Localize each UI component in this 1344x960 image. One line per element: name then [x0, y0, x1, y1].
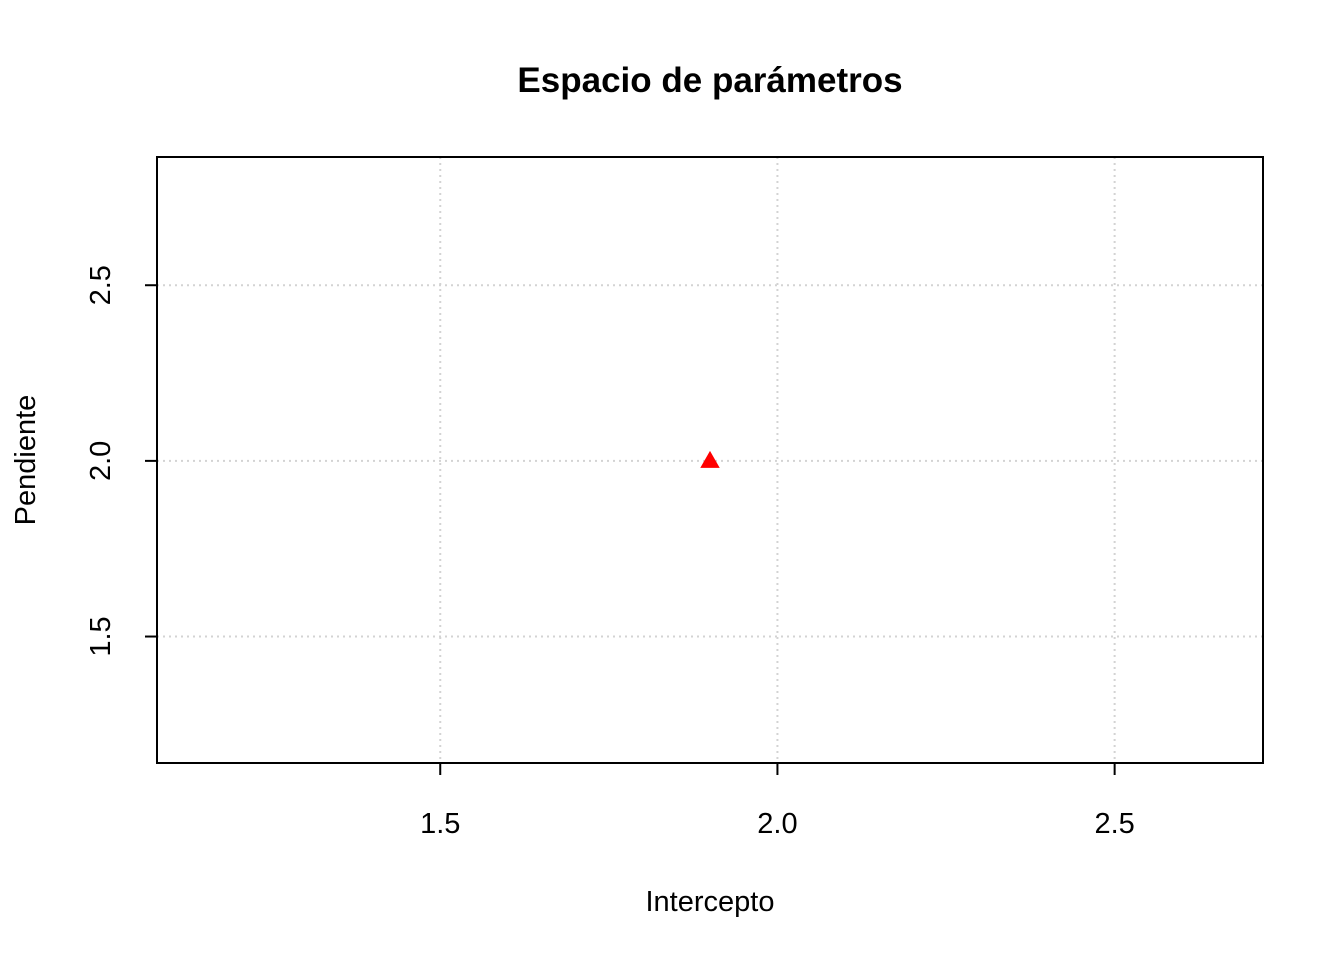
chart-title: Espacio de parámetros: [517, 61, 902, 100]
x-tick-label: 2.5: [1094, 808, 1134, 840]
y-axis: 1.5 2.0 2.5: [85, 265, 157, 657]
x-axis-label: Intercepto: [646, 886, 775, 918]
x-tick-label: 1.5: [420, 808, 460, 840]
data-point-triangle: [700, 450, 720, 468]
y-tick-label: 2.5: [85, 265, 117, 305]
x-tick-label: 2.0: [757, 808, 797, 840]
y-tick-label: 2.0: [85, 441, 117, 481]
y-axis-label: Pendiente: [10, 395, 42, 526]
x-axis: 1.5 2.0 2.5: [420, 763, 1135, 840]
data-points: [700, 450, 720, 468]
y-tick-label: 1.5: [85, 616, 117, 656]
